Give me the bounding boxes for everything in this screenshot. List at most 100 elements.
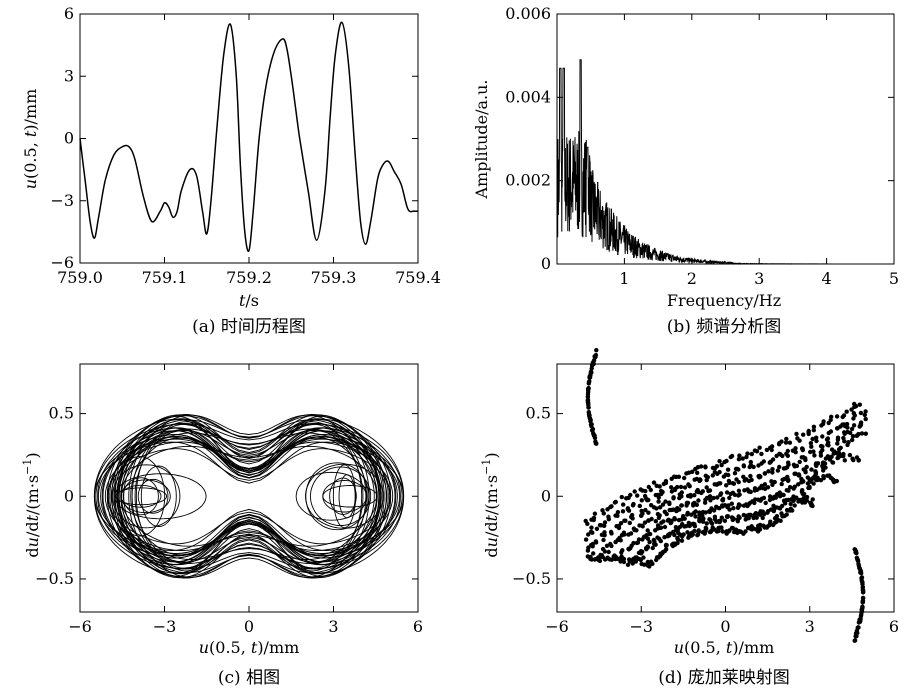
poincare-point [707, 517, 712, 522]
poincare-point [776, 517, 781, 523]
poincare-point [720, 529, 725, 534]
poincare-point [604, 543, 610, 548]
poincare-point [590, 544, 595, 549]
x-tick-label: 759.2 [226, 268, 272, 287]
poincare-point [619, 550, 624, 555]
poincare-point [796, 482, 801, 487]
poincare-point [748, 489, 753, 495]
poincare-point [730, 517, 735, 523]
poincare-point [808, 449, 813, 455]
poincare-point [661, 519, 666, 524]
poincare-point [800, 446, 805, 451]
poincare-point [829, 414, 834, 419]
poincare-point [851, 423, 857, 428]
x-tick-label: 2 [687, 269, 697, 288]
poincare-point [737, 515, 742, 520]
poincare-point [780, 513, 785, 519]
poincare-point [704, 521, 709, 526]
poincare-point [671, 496, 676, 501]
poincare-point [686, 535, 691, 540]
poincare-point [664, 543, 669, 548]
poincare-point [642, 520, 648, 525]
x-tick-label: 3 [754, 269, 764, 288]
poincare-point [672, 517, 678, 522]
poincare-point [803, 456, 808, 461]
poincare-point [770, 467, 775, 472]
poincare-point [857, 402, 862, 407]
poincare-point [727, 495, 732, 501]
poincare-point [788, 508, 793, 513]
poincare-point [842, 458, 847, 463]
poincare-point [681, 532, 686, 537]
orbit-line [107, 436, 391, 557]
poincare-point [769, 447, 774, 453]
poincare-point [628, 531, 634, 536]
poincare-point [662, 509, 667, 514]
poincare-point [630, 503, 636, 508]
poincare-point [757, 527, 763, 532]
inner-loop [322, 480, 367, 513]
plot-frame-a [79, 13, 419, 264]
poincare-point [818, 478, 824, 483]
poincare-point [647, 531, 652, 537]
poincare-point [700, 489, 705, 494]
poincare-point [792, 471, 797, 476]
poincare-point [585, 397, 591, 403]
poincare-point [688, 494, 693, 499]
poincare-point [586, 532, 591, 537]
poincare-point [777, 451, 782, 456]
y-tick-label: 0.5 [526, 404, 551, 423]
poincare-point [717, 519, 722, 525]
poincare-point [697, 516, 702, 521]
poincare-point [832, 449, 837, 454]
poincare-point [841, 413, 847, 418]
poincare-point [737, 453, 742, 458]
poincare-point [834, 426, 840, 431]
poincare-point [686, 482, 691, 487]
orbit-line [128, 414, 370, 578]
caption-a: (a) 时间历程图 [192, 317, 306, 337]
poincare-point [738, 529, 743, 534]
panel-d: −6 −3 0 3 6 0.5 0 −0.5 u(0.5, t)/mm du/dt/(m·s−… [480, 348, 899, 688]
poincare-point [685, 510, 690, 516]
poincare-point [645, 563, 651, 568]
poincare-point [858, 410, 864, 416]
orbit-line [107, 435, 391, 557]
poincare-point [719, 462, 724, 468]
poincare-point [645, 536, 651, 541]
poincare-point [724, 483, 729, 488]
y-tick-label: 6 [64, 4, 74, 23]
tick-labels-b: 1 2 3 4 5 0.006 0.004 0.002 0 [505, 4, 899, 288]
inner-loop [137, 478, 169, 514]
poincare-point [722, 518, 728, 523]
poincare-point [698, 477, 703, 483]
x-tick-label: −3 [629, 617, 653, 636]
poincare-point [630, 516, 635, 521]
poincare-point [772, 495, 777, 500]
poincare-point [621, 502, 626, 507]
poincare-point [810, 503, 815, 509]
poincare-point [749, 451, 754, 457]
axis-ticks-c [79, 364, 419, 612]
poincare-point [835, 435, 841, 440]
caption-d: (d) 庞加莱映射图 [658, 668, 790, 688]
poincare-point [711, 495, 716, 501]
y-tick-label: 0 [64, 129, 74, 148]
x-tick-label: 0 [720, 617, 730, 636]
poincare-point [658, 525, 664, 530]
poincare-point [645, 559, 650, 565]
poincare-point [829, 476, 835, 481]
poincare-point [636, 556, 641, 561]
poincare-point [627, 559, 632, 564]
poincare-point [731, 481, 737, 486]
poincare-point [851, 411, 856, 416]
poincare-point [645, 528, 650, 533]
y-tick-label: 0.004 [505, 87, 551, 106]
poincare-point [736, 479, 741, 485]
poincare-point [682, 475, 687, 481]
poincare-point [812, 473, 818, 479]
poincare-point [736, 457, 742, 462]
poincare-point [717, 459, 722, 464]
poincare-point [616, 525, 622, 531]
poincare-point [741, 474, 746, 479]
